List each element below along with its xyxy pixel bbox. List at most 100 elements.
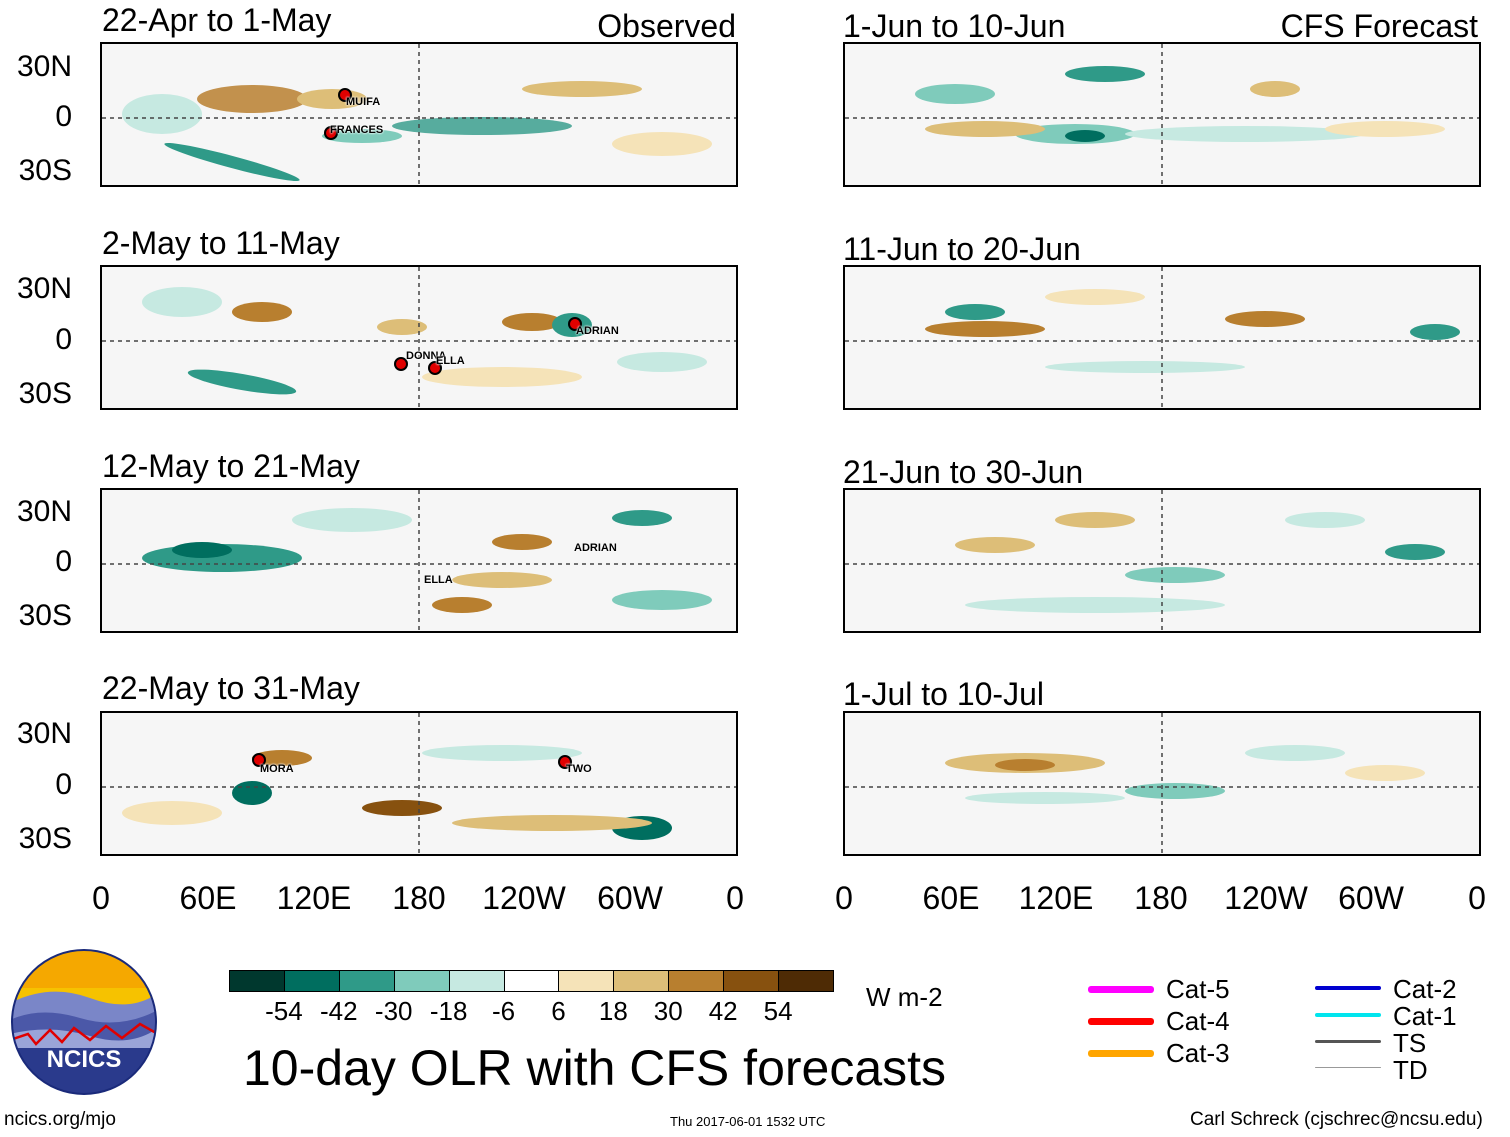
fcst-panel-2-title: 11-Jun to 20-Jun <box>843 231 1081 267</box>
ncics-logo: NCICS <box>10 948 158 1096</box>
obs-map-3: ADRIAN ELLA <box>100 488 738 633</box>
legend-swatch-cat-2 <box>1315 986 1381 990</box>
footer-credit: Carl Schreck (cjschrec@ncsu.edu) <box>1190 1109 1483 1130</box>
fcst-map-1-field <box>845 44 1479 185</box>
storm-label: ADRIAN <box>574 542 617 554</box>
obs-panel-3-title: 12-May to 21-May <box>102 448 360 484</box>
colorbar-tick-label: 6 <box>551 996 566 1026</box>
colorbar-tick-label: -6 <box>491 996 516 1026</box>
legend-label-cat-3: Cat-3 <box>1166 1038 1230 1068</box>
legend-swatch-td <box>1315 1067 1381 1068</box>
lat-label-30n: 30N <box>16 272 72 305</box>
legend-label-cat-1: Cat-1 <box>1393 1001 1457 1031</box>
storm-label: DONNA <box>406 350 447 362</box>
obs-map-2-field <box>102 267 736 408</box>
colorbar-tick-label: 54 <box>763 996 793 1026</box>
lat-label-30s: 30S <box>18 377 72 410</box>
legend-label-cat-2: Cat-2 <box>1393 974 1457 1004</box>
footer-timestamp: Thu 2017-06-01 1532 UTC <box>670 1114 826 1129</box>
fcst-map-4 <box>843 711 1481 856</box>
obs-map-4-field <box>102 713 736 854</box>
legend-label-cat-5: Cat-5 <box>1166 974 1230 1004</box>
storm-marker <box>428 361 442 375</box>
storm-label: ELLA <box>424 574 453 586</box>
colorbar-swatch <box>613 970 670 992</box>
colorbar-swatch <box>448 970 505 992</box>
legend-label-ts: TS <box>1393 1028 1427 1058</box>
colorbar-tick-label: -54 <box>265 996 303 1026</box>
colorbar-tick-label: 18 <box>598 996 628 1026</box>
fcst-map-3 <box>843 488 1481 633</box>
footer-url[interactable]: ncics.org/mjo <box>4 1109 116 1130</box>
fcst-panel-1-title: 1-Jun to 10-Jun <box>843 8 1066 44</box>
storm-label: TWO <box>566 763 592 775</box>
lon-label: 120E <box>1018 880 1094 916</box>
storm-marker <box>252 753 266 767</box>
lat-label-eq: 0 <box>55 768 72 801</box>
lat-label-eq: 0 <box>55 545 72 578</box>
lon-label: 180 <box>1134 880 1188 916</box>
lat-label-eq: 0 <box>55 323 72 356</box>
storm-label: FRANCES <box>330 124 384 136</box>
fcst-panel-3-title: 21-Jun to 30-Jun <box>843 454 1084 490</box>
lat-label-eq: 0 <box>55 100 72 133</box>
colorbar-tick-label: -30 <box>374 996 413 1026</box>
colorbar-tick-label: -42 <box>320 996 358 1026</box>
storm-label: MORA <box>260 763 294 775</box>
lat-label-30n: 30N <box>16 495 72 528</box>
storm-marker <box>324 126 338 140</box>
obs-map-4: MORA TWO <box>100 711 738 856</box>
colorbar-tick-label: 30 <box>653 996 683 1026</box>
fcst-map-2-field <box>845 267 1479 408</box>
legend-swatch-cat-4 <box>1088 1018 1154 1025</box>
lon-label: 60E <box>922 880 980 916</box>
colorbar-swatch <box>338 970 395 992</box>
legend-swatch-ts <box>1315 1040 1381 1043</box>
obs-map-2: ADRIAN DONNA ELLA <box>100 265 738 410</box>
lon-label: 180 <box>392 880 446 916</box>
colorbar <box>229 970 834 992</box>
legend-label-td: TD <box>1393 1055 1428 1085</box>
main-title: 10-day OLR with CFS forecasts <box>243 1040 947 1096</box>
lat-label-30n: 30N <box>16 50 72 83</box>
storm-marker <box>394 357 408 371</box>
observed-tag: Observed <box>597 8 736 44</box>
colorbar-units: W m-2 <box>866 982 943 1012</box>
fcst-map-2 <box>843 265 1481 410</box>
lon-label: 0 <box>835 880 853 916</box>
lon-label: 0 <box>1468 880 1486 916</box>
ncics-logo-graphic <box>11 949 157 1095</box>
colorbar-swatch <box>503 970 560 992</box>
storm-label: ELLA <box>436 355 465 367</box>
legend-swatch-cat-1 <box>1315 1013 1381 1017</box>
obs-panel-4-title: 22-May to 31-May <box>102 670 360 706</box>
lat-label-30s: 30S <box>18 154 72 187</box>
legend-label-cat-4: Cat-4 <box>1166 1006 1230 1036</box>
fcst-map-1 <box>843 42 1481 187</box>
lon-label: 0 <box>726 880 744 916</box>
lat-label-30s: 30S <box>18 599 72 632</box>
colorbar-swatch <box>393 970 450 992</box>
lon-label: 120W <box>1224 880 1308 916</box>
storm-marker <box>568 317 582 331</box>
colorbar-swatch <box>283 970 340 992</box>
lat-label-30s: 30S <box>18 822 72 855</box>
lon-label: 60W <box>1338 880 1404 916</box>
obs-map-1: MUIFA FRANCES <box>100 42 738 187</box>
forecast-tag: CFS Forecast <box>1280 8 1478 44</box>
obs-map-3-field <box>102 490 736 631</box>
legend-swatch-cat-3 <box>1088 1050 1154 1057</box>
obs-map-1-field <box>102 44 736 185</box>
fcst-map-4-field <box>845 713 1479 854</box>
lat-label-30n: 30N <box>16 717 72 750</box>
colorbar-swatch <box>229 970 285 992</box>
obs-panel-1-title: 22-Apr to 1-May <box>102 2 332 38</box>
colorbar-swatch <box>723 970 780 992</box>
legend-swatch-cat-5 <box>1088 986 1154 993</box>
storm-label: MUIFA <box>346 96 381 108</box>
lon-label: 120W <box>482 880 566 916</box>
colorbar-tick-label: 42 <box>708 996 738 1026</box>
storm-label: ADRIAN <box>576 325 619 337</box>
lon-label: 60E <box>179 880 237 916</box>
lon-label: 120E <box>276 880 352 916</box>
